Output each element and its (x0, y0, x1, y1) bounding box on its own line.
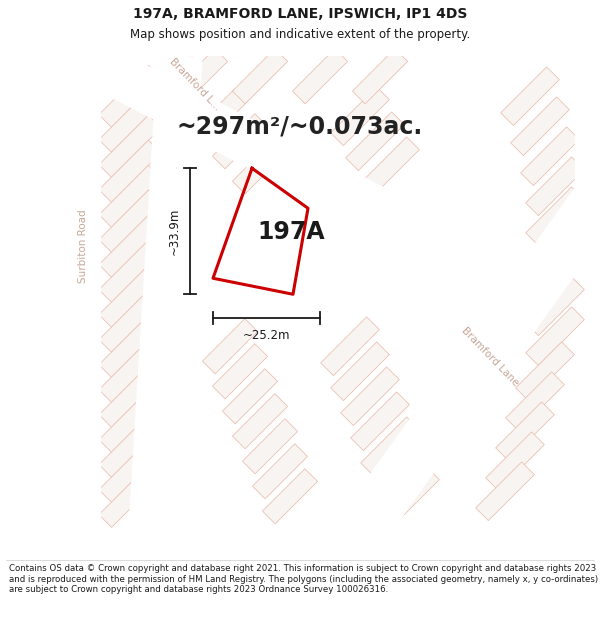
Polygon shape (4, 86, 46, 127)
Polygon shape (212, 114, 268, 169)
Polygon shape (99, 265, 161, 328)
Polygon shape (371, 442, 430, 501)
Polygon shape (350, 392, 409, 451)
Polygon shape (242, 419, 298, 474)
Polygon shape (0, 56, 65, 546)
Polygon shape (341, 367, 400, 426)
Polygon shape (262, 469, 317, 524)
Polygon shape (253, 444, 308, 499)
Polygon shape (4, 261, 46, 302)
Polygon shape (4, 111, 46, 152)
Polygon shape (331, 87, 389, 146)
Text: Bramford Lane: Bramford Lane (460, 325, 520, 388)
Polygon shape (99, 115, 161, 178)
Polygon shape (4, 161, 46, 202)
Polygon shape (352, 49, 407, 104)
Polygon shape (496, 402, 554, 461)
Polygon shape (99, 440, 161, 503)
Polygon shape (292, 49, 347, 104)
Polygon shape (99, 165, 161, 228)
Polygon shape (500, 67, 559, 126)
Polygon shape (575, 56, 600, 196)
Polygon shape (99, 365, 161, 428)
Polygon shape (99, 140, 161, 202)
Polygon shape (99, 90, 161, 152)
Polygon shape (526, 247, 584, 306)
Polygon shape (521, 127, 580, 186)
Polygon shape (212, 344, 268, 399)
Text: ~25.2m: ~25.2m (243, 329, 290, 342)
Polygon shape (99, 215, 161, 278)
Polygon shape (320, 317, 379, 376)
Text: Contains OS data © Crown copyright and database right 2021. This information is : Contains OS data © Crown copyright and d… (9, 564, 598, 594)
Polygon shape (99, 390, 161, 452)
Polygon shape (159, 55, 201, 98)
Polygon shape (0, 41, 95, 172)
Polygon shape (526, 277, 584, 336)
Polygon shape (4, 211, 46, 252)
Polygon shape (70, 37, 440, 256)
Text: Map shows position and indicative extent of the property.: Map shows position and indicative extent… (130, 28, 470, 41)
Text: 197A: 197A (257, 220, 325, 244)
Polygon shape (99, 290, 161, 352)
Polygon shape (232, 139, 287, 194)
Polygon shape (329, 182, 600, 561)
Text: ~297m²/~0.073ac.: ~297m²/~0.073ac. (177, 114, 423, 138)
Polygon shape (4, 186, 46, 227)
Polygon shape (172, 49, 227, 104)
Polygon shape (4, 236, 46, 277)
Polygon shape (526, 217, 584, 276)
Text: Surbiton Road: Surbiton Road (78, 209, 88, 283)
Polygon shape (361, 417, 419, 476)
Polygon shape (99, 65, 161, 128)
Polygon shape (193, 89, 248, 144)
Polygon shape (526, 157, 584, 216)
Polygon shape (331, 342, 389, 401)
Polygon shape (99, 465, 161, 528)
Polygon shape (65, 56, 100, 546)
Polygon shape (485, 432, 544, 491)
Polygon shape (4, 136, 46, 177)
Polygon shape (476, 462, 535, 521)
Polygon shape (99, 190, 161, 253)
Text: 197A, BRAMFORD LANE, IPSWICH, IP1 4DS: 197A, BRAMFORD LANE, IPSWICH, IP1 4DS (133, 7, 467, 21)
Polygon shape (128, 55, 202, 548)
Polygon shape (346, 112, 404, 171)
Polygon shape (223, 369, 278, 424)
Polygon shape (515, 342, 574, 401)
Polygon shape (99, 415, 161, 478)
Polygon shape (511, 97, 569, 156)
Polygon shape (99, 315, 161, 378)
Polygon shape (506, 372, 565, 431)
Polygon shape (526, 307, 584, 366)
Text: Bramford L...: Bramford L... (168, 56, 222, 112)
Polygon shape (361, 137, 419, 196)
Polygon shape (526, 187, 584, 246)
Polygon shape (232, 49, 287, 104)
Polygon shape (232, 394, 287, 449)
Polygon shape (380, 467, 439, 526)
Polygon shape (99, 340, 161, 402)
Polygon shape (202, 319, 257, 374)
Text: ~33.9m: ~33.9m (167, 208, 181, 255)
Polygon shape (99, 240, 161, 302)
